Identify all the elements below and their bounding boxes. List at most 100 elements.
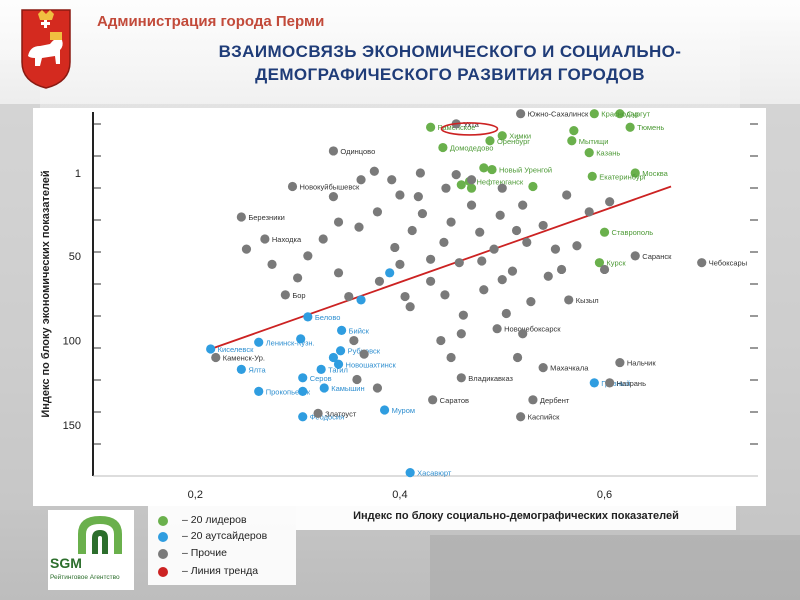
- data-point-leader: [594, 258, 605, 268]
- data-point-other: [372, 383, 383, 393]
- data-point-other: [395, 259, 405, 269]
- data-point-leader: [466, 183, 477, 193]
- data-point-outsider: [319, 383, 329, 393]
- data-point-leader: [438, 142, 448, 153]
- data-point-other: [522, 237, 532, 247]
- data-point-outsider: [589, 378, 599, 388]
- sgm-logo: [48, 510, 134, 590]
- data-point-other: [417, 208, 428, 219]
- data-point-other: [318, 234, 328, 244]
- data-point-other: [518, 200, 528, 210]
- data-point-label: Тагил: [328, 365, 348, 374]
- slide-title: ВЗАИМОСВЯЗЬ ЭКОНОМИЧЕСКОГО И СОЦИАЛЬНО- …: [140, 40, 760, 86]
- legend-label: – 20 аутсайдеров: [182, 530, 268, 542]
- data-point-other: [436, 335, 446, 346]
- data-point-other: [458, 310, 468, 320]
- data-point-label: Муром: [392, 406, 416, 415]
- data-point-other: [372, 207, 383, 217]
- data-point-other: [599, 264, 610, 275]
- data-point-other: [456, 329, 466, 339]
- data-point-label: Домодедово: [450, 144, 494, 153]
- data-point-other: [489, 244, 499, 254]
- data-point-other: [456, 373, 466, 383]
- data-point-other: [518, 329, 528, 339]
- data-point-label: Ставрополь: [612, 228, 654, 237]
- data-point-label: Белово: [315, 313, 341, 322]
- data-point-other: [241, 244, 252, 254]
- data-point-other: [400, 291, 410, 302]
- data-point-label: Владикавказ: [468, 374, 513, 383]
- data-point-outsider: [298, 386, 308, 396]
- x-axis-label: Индекс по блоку социально-демографически…: [353, 510, 679, 522]
- data-point-leader: [630, 168, 640, 178]
- data-point-other: [446, 217, 456, 227]
- data-point-outsider: [385, 268, 395, 278]
- data-point-label: Бор: [292, 291, 305, 300]
- data-point-other: [395, 190, 405, 200]
- data-point-other: [516, 412, 526, 422]
- x-tick-label: 0,4: [392, 489, 407, 501]
- data-point-outsider: [298, 412, 308, 422]
- x-tick-label: 0,6: [597, 489, 612, 501]
- y-axis-label: Индекс по блоку экономических показателе…: [40, 170, 52, 417]
- data-point-other: [407, 225, 417, 236]
- data-point-label: Грозный: [601, 379, 630, 388]
- data-point-label: Каменск-Ур.: [223, 353, 265, 362]
- legend-dot-icon: [158, 532, 168, 542]
- y-tick-label: 100: [63, 336, 81, 348]
- data-point-label: Курск: [606, 259, 626, 268]
- data-point-other: [359, 349, 369, 359]
- data-point-other: [405, 302, 415, 312]
- data-point-label: Каспийск: [528, 413, 560, 422]
- data-point-other: [528, 395, 538, 405]
- data-point-other: [439, 237, 449, 247]
- legend: – 20 лидеров – 20 аутсайдеров – Прочие –…: [148, 505, 296, 585]
- data-point-other: [441, 183, 451, 193]
- data-point-leader: [569, 126, 579, 136]
- data-point-other: [426, 254, 436, 264]
- data-point-other: [516, 109, 526, 119]
- data-point-label: Нальчик: [627, 359, 656, 368]
- data-point-other: [605, 197, 615, 207]
- data-point-other: [352, 374, 362, 385]
- data-point-leader: [426, 122, 436, 132]
- data-point-leader: [599, 227, 610, 237]
- data-point-leader: [456, 180, 466, 190]
- data-point-other: [303, 251, 313, 261]
- data-point-other: [293, 273, 303, 283]
- data-point-label: Киселевск: [218, 345, 254, 354]
- data-point-other: [236, 212, 246, 222]
- slide-title-line: ВЗАИМОСВЯЗЬ ЭКОНОМИЧЕСКОГО И СОЦИАЛЬНО-: [218, 42, 682, 61]
- data-point-label: Краснодар: [601, 110, 638, 119]
- data-point-other: [374, 276, 385, 286]
- legend-label: – Прочие: [182, 547, 227, 559]
- data-point-leader: [528, 181, 538, 192]
- data-point-label: Ялта: [248, 365, 266, 374]
- data-point-outsider: [236, 364, 246, 374]
- highlight-ellipse: [440, 122, 499, 136]
- data-point-other: [451, 170, 461, 180]
- data-point-outsider: [303, 312, 313, 322]
- slide-header: Администрация города Перми ВЗАИМОСВЯЗЬ Э…: [0, 0, 800, 104]
- data-point-label: Новочебоксарск: [504, 325, 561, 334]
- data-point-label: Саранск: [642, 252, 672, 261]
- data-point-other: [479, 285, 489, 295]
- data-point-other: [328, 146, 339, 156]
- data-point-other: [313, 408, 323, 418]
- data-point-label: Оренбург: [497, 137, 530, 146]
- data-point-other: [466, 175, 477, 185]
- data-point-label: Казань: [596, 149, 620, 158]
- x-tick-label: 0,2: [188, 489, 203, 501]
- data-point-label: Новый Уренгой: [499, 166, 552, 175]
- data-point-label: Камышин: [331, 384, 364, 393]
- data-point-other: [497, 183, 507, 193]
- city-emblem-icon: [21, 9, 71, 89]
- data-point-other: [475, 227, 485, 237]
- data-point-other: [428, 395, 438, 405]
- data-point-label: Одинцово: [340, 147, 375, 156]
- data-point-other: [615, 357, 625, 368]
- data-point-label: Махачкала: [550, 364, 589, 373]
- data-point-label: Сургут: [627, 110, 651, 119]
- data-point-label: Березники: [248, 213, 285, 222]
- data-point-other: [267, 259, 277, 269]
